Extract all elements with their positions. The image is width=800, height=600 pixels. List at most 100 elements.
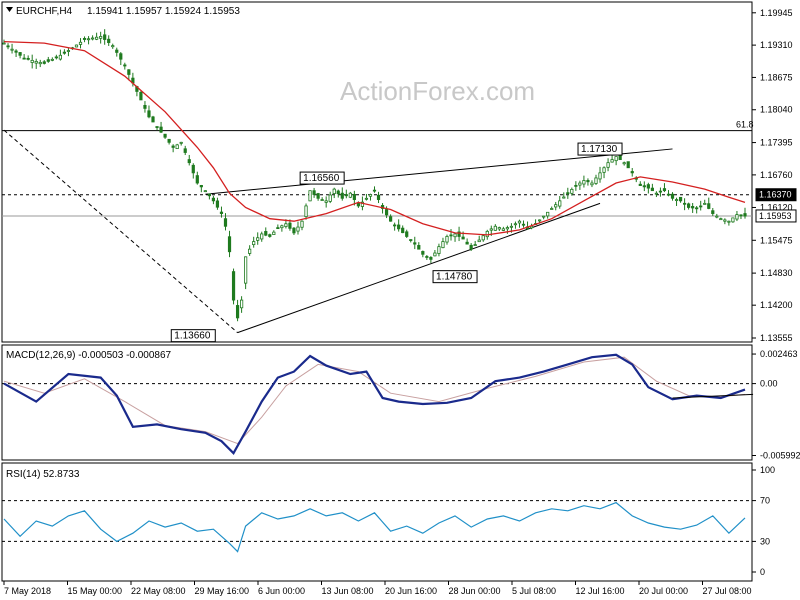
candle-body: [493, 225, 497, 231]
rsi-line: [2, 500, 752, 553]
candle-body: [582, 180, 586, 185]
candle-body: [417, 245, 421, 250]
candle-body: [280, 225, 284, 229]
macd-tick-label: -0.005992: [760, 451, 800, 461]
price-annotation-label: 1.16560: [303, 173, 340, 184]
candle-body: [401, 227, 405, 234]
candle-body: [546, 211, 550, 217]
rsi-axis: 100 70 30 0: [752, 465, 775, 577]
candle-body: [18, 52, 22, 56]
candle-body: [719, 218, 723, 221]
candle-body: [316, 193, 320, 199]
rsi-tick-label: 70: [760, 496, 770, 506]
ma-line: [3, 40, 746, 236]
candle-body: [348, 192, 352, 198]
candle-body: [626, 161, 630, 169]
collapse-arrow-icon[interactable]: [6, 7, 13, 12]
candle-body: [103, 34, 107, 40]
candle-body: [187, 159, 191, 164]
candle-body: [610, 159, 614, 163]
candle-body: [26, 57, 30, 60]
time-tick-label: 7 May 2018: [4, 586, 51, 596]
candle-body: [195, 175, 199, 184]
candle-body: [630, 171, 634, 174]
macd-tick-label: 0.002463: [760, 349, 798, 359]
candle-body: [566, 192, 570, 195]
candle-body: [139, 92, 143, 101]
candle-body: [223, 218, 228, 227]
candle-body: [284, 223, 288, 228]
resistance-trendline: [205, 148, 673, 195]
candle-body: [107, 38, 111, 43]
candle-body: [191, 164, 195, 174]
candle-body: [344, 194, 348, 197]
price-tick-label: 1.18040: [760, 105, 793, 115]
candle-body: [497, 227, 501, 230]
candle-body: [6, 45, 10, 48]
candle-body: [654, 192, 659, 195]
candle-body: [413, 242, 417, 245]
candle-body: [155, 126, 159, 128]
candle-body: [473, 244, 477, 247]
candle-body: [14, 50, 18, 53]
price-tick-label: 1.13555: [760, 333, 793, 343]
candle-body: [429, 257, 433, 260]
candle-body: [590, 182, 594, 186]
rsi-tick-label: 0: [760, 567, 765, 577]
candle-body: [743, 213, 747, 217]
candle-body: [288, 222, 292, 229]
candle-body: [151, 116, 155, 123]
macd-panel[interactable]: [1, 344, 753, 461]
candle-body: [211, 197, 216, 202]
price-flag-label: 1.15953: [759, 211, 792, 221]
candle-body: [521, 223, 526, 226]
candle-body: [711, 210, 715, 214]
candle-body: [260, 233, 264, 240]
candle-body: [58, 54, 62, 60]
candle-body: [82, 37, 87, 40]
price-tick-label: 1.16120: [760, 202, 793, 212]
time-tick-label: 20 Jun 16:00: [385, 586, 437, 596]
time-tick-label: 22 May 08:00: [131, 586, 186, 596]
candle-body: [272, 231, 276, 235]
candle-body: [618, 155, 622, 161]
price-panel[interactable]: [1, 1, 753, 343]
price-annotation-label: 1.14780: [436, 272, 473, 283]
ohlc-label: 1.15941 1.15957 1.15924 1.15953: [87, 6, 240, 17]
candle-body: [465, 241, 469, 245]
candle-body: [453, 233, 457, 238]
candle-body: [650, 187, 654, 192]
candle-body: [215, 200, 220, 208]
candle-body: [642, 185, 646, 188]
candle-body: [658, 190, 663, 193]
candle-body: [123, 64, 127, 67]
candle-body: [699, 205, 703, 208]
candle-body: [276, 227, 280, 230]
time-tick-label: 15 May 00:00: [68, 586, 123, 596]
candle-body: [324, 200, 328, 203]
candle-body: [256, 237, 260, 241]
candle-body: [606, 162, 610, 168]
candle-body: [74, 44, 79, 48]
candle-body: [300, 220, 304, 228]
rsi-panel[interactable]: [1, 462, 753, 582]
candle-body: [574, 184, 578, 187]
candle-body: [231, 271, 236, 301]
candle-body: [308, 190, 312, 202]
candle-body: [340, 192, 344, 199]
time-tick-label: 6 Jun 00:00: [258, 586, 305, 596]
candle-body: [99, 36, 103, 39]
candle-body: [352, 193, 356, 200]
candle-body: [554, 204, 558, 208]
horizontal-levels: 61.8 1.16370 1.15953: [2, 120, 797, 223]
candle-body: [175, 144, 179, 150]
macd-axis: 0.002463 0.00 -0.005992: [752, 349, 800, 461]
candle-body: [219, 211, 224, 214]
rsi-tick-label: 30: [760, 536, 770, 546]
time-tick-label: 12 Jul 16:00: [576, 586, 625, 596]
candle-body: [477, 239, 481, 243]
candle-body: [405, 231, 409, 237]
price-flag-label: 1.16370: [759, 190, 792, 200]
price-axis: 1.19945 1.19310 1.18675 1.18040 1.17395 1.167…: [752, 8, 793, 343]
price-tick-label: 1.14200: [760, 300, 793, 310]
